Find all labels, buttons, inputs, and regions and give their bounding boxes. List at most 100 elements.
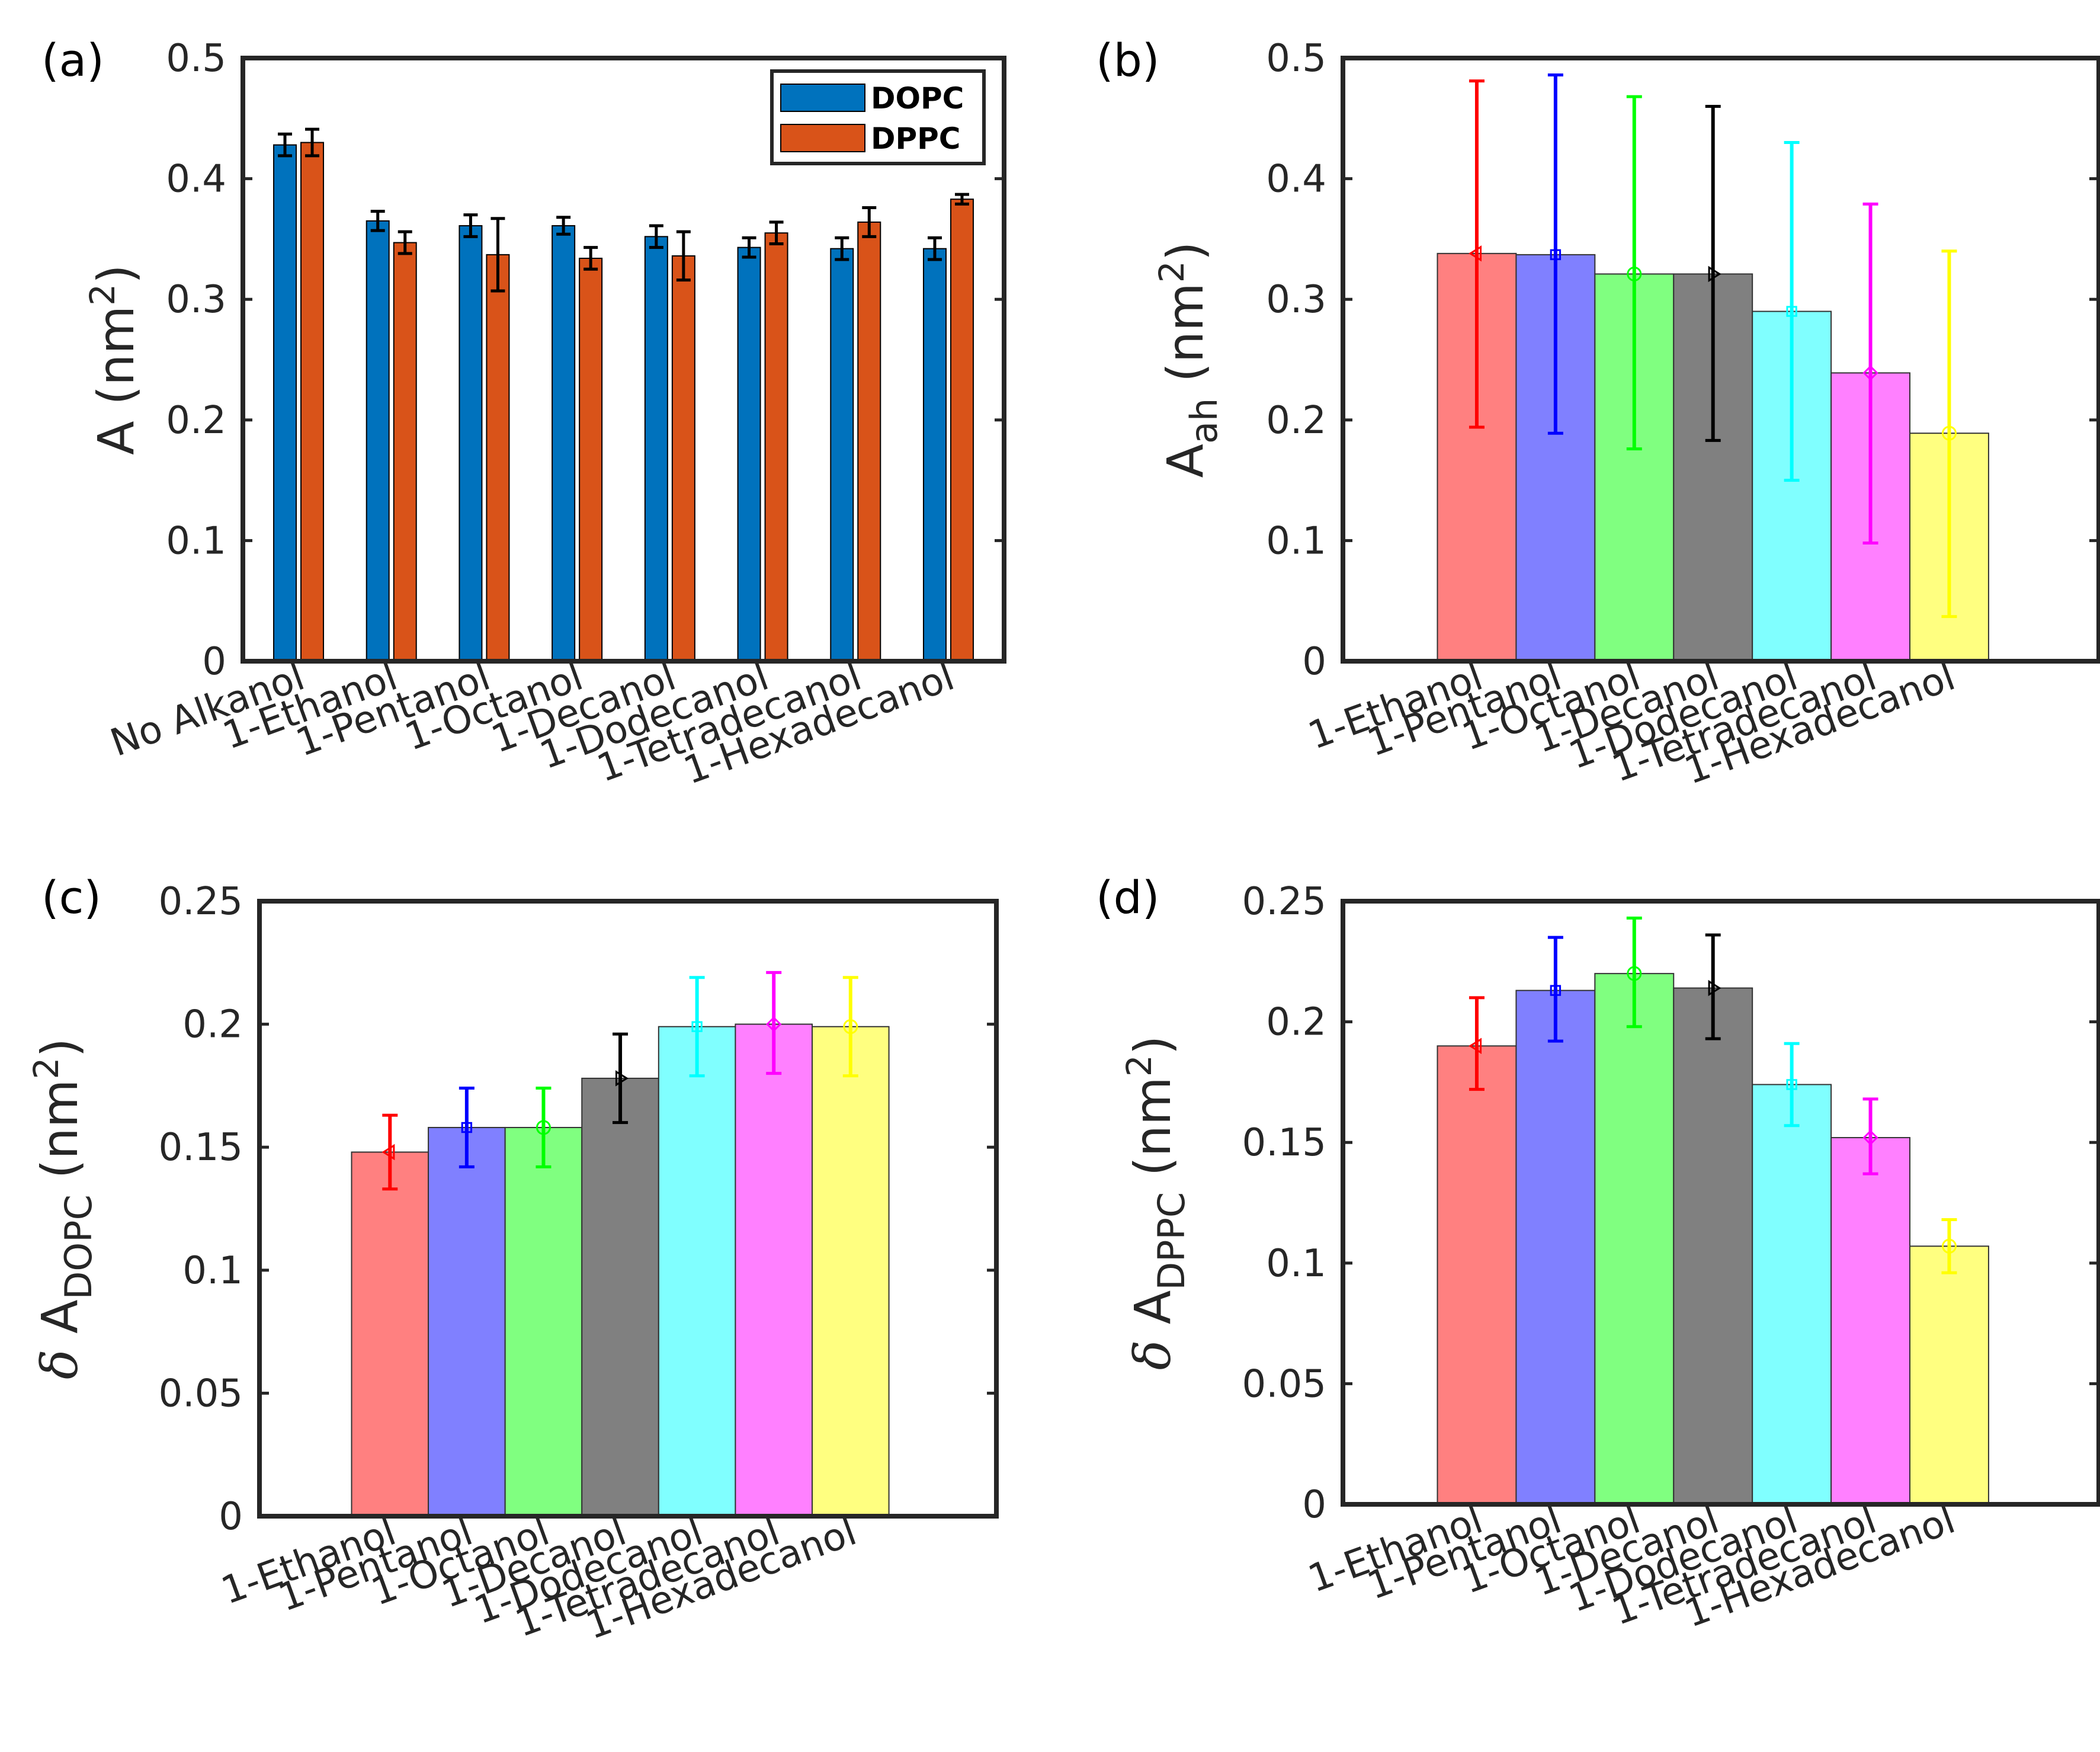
panel-d-axes-box — [1341, 899, 2100, 1507]
bar-dppc-1-pentanol — [486, 254, 510, 662]
panel-b-axes-box — [1341, 56, 2100, 664]
panel-d-bar-1-dodecanol — [1752, 1084, 1832, 1506]
panel-b-marker-1-decanol — [1708, 265, 1721, 283]
panel-b-marker-1-dodecanol — [1786, 306, 1797, 317]
bar-dopc-1-dodecanol — [737, 246, 761, 662]
bar-dopc-1-ethanol — [366, 220, 390, 662]
panel-d-marker-1-hexadecanol — [1941, 1238, 1957, 1254]
panel-a-legend: DOPC DPPC — [770, 69, 986, 165]
panel-c-axes-box — [257, 899, 999, 1519]
panel-c-y-axis-title: δ ADOPC (nm2) — [26, 1038, 100, 1379]
panel-c-marker-1-ethanol — [381, 1144, 395, 1161]
panel-a: (a) 00.10.20.30.40.5 No Alkanol1-Ethanol… — [41, 34, 1006, 793]
panel-b-marker-1-ethanol — [1469, 245, 1482, 262]
panel-c-bar-1-ethanol — [351, 1151, 429, 1517]
panel-d: (d) 00.050.10.150.20.25 1-Ethanol1-Penta… — [1096, 871, 2100, 1636]
panel-d-bars — [1437, 917, 1989, 1506]
panel-b-marker-1-hexadecanol — [1941, 425, 1957, 441]
panel-a-letter: (a) — [41, 34, 104, 87]
panel-b-y-ticks: 0 0.1 0.2 0.3 0.4 0.5 — [1266, 37, 2099, 684]
panel-c-marker-1-dodecanol — [691, 1021, 703, 1032]
panel-d-marker-1-pentanol — [1550, 985, 1562, 996]
bar-dppc-1-decanol — [671, 255, 695, 662]
panel-b-marker-1-pentanol — [1550, 249, 1562, 261]
panel-c-y-tick-label-0: 0 — [219, 1495, 243, 1539]
panel-d-y-tick-label-3: 0.15 — [1242, 1121, 1327, 1165]
panel-d-bar-1-hexadecanol — [1909, 1245, 1989, 1505]
panel-b-y-tick-label-2: 0.2 — [1266, 399, 1326, 443]
panel-c-letter: (c) — [41, 871, 101, 924]
panel-d-marker-1-ethanol — [1469, 1037, 1482, 1055]
bar-dopc-1-octanol — [552, 225, 576, 662]
bar-dppc-1-hexadecanol — [950, 198, 974, 662]
panel-d-y-tick-label-0: 0 — [1302, 1483, 1326, 1527]
panel-d-bar-1-ethanol — [1437, 1045, 1517, 1505]
panel-c-marker-1-pentanol — [461, 1122, 473, 1133]
panel-d-bar-1-octanol — [1594, 973, 1675, 1506]
panel-a-y-tick-label-0: 0 — [202, 640, 226, 684]
bar-dopc-1-hexadecanol — [922, 248, 947, 662]
panel-d-y-axis-title: δ ADPPC (nm2) — [1119, 1036, 1193, 1370]
bar-dopc-no-alkanol — [273, 144, 297, 662]
panel-d-marker-1-octanol — [1627, 966, 1642, 981]
bar-dppc-1-dodecanol — [764, 232, 788, 662]
panel-d-y-tick-label-4: 0.2 — [1266, 1001, 1326, 1045]
panel-b-y-tick-label-4: 0.4 — [1266, 158, 1326, 201]
panel-b-y-tick-label-3: 0.3 — [1266, 278, 1326, 322]
panel-d-marker-1-dodecanol — [1786, 1079, 1797, 1090]
panel-c-y-tick-label-2: 0.1 — [182, 1249, 243, 1293]
panel-c-y-ticks: 0 0.05 0.1 0.15 0.2 0.25 — [159, 880, 996, 1539]
panel-b-y-tick-label-0: 0 — [1302, 640, 1326, 684]
panel-c-marker-1-hexadecanol — [843, 1019, 858, 1034]
panel-d-y-tick-label-2: 0.1 — [1266, 1242, 1326, 1286]
bar-dppc-1-ethanol — [393, 242, 417, 662]
panel-a-y-tick-label-3: 0.3 — [166, 278, 226, 322]
panel-b-y-axis-title: Aah (nm2) — [1152, 242, 1226, 478]
panel-c-marker-1-decanol — [615, 1070, 629, 1087]
panel-d-y-tick-label-5: 0.25 — [1242, 880, 1327, 924]
legend-swatch-dppc — [780, 124, 865, 152]
bar-dopc-1-pentanol — [459, 225, 483, 662]
legend-label-dppc: DPPC — [871, 121, 961, 156]
panel-d-marker-1-decanol — [1708, 979, 1721, 997]
panel-b-marker-1-octanol — [1627, 266, 1642, 281]
panel-c-bar-1-hexadecanol — [812, 1026, 890, 1517]
panel-a-bars — [273, 127, 974, 662]
panel-c-bar-1-pentanol — [428, 1126, 506, 1517]
panel-a-y-tick-label-1: 0.1 — [166, 519, 226, 563]
panel-d-bar-1-pentanol — [1515, 989, 1596, 1505]
panel-d-y-tick-label-1: 0.05 — [1242, 1362, 1327, 1406]
legend-label-dopc: DOPC — [871, 81, 964, 116]
panel-d-bar-1-decanol — [1673, 987, 1753, 1506]
panel-c-y-tick-label-1: 0.05 — [159, 1372, 243, 1415]
panel-c-marker-1-tetradecanol — [766, 1016, 782, 1032]
panel-b-y-tick-label-1: 0.1 — [1266, 519, 1326, 563]
panel-d-y-ticks: 0 0.05 0.1 0.15 0.2 0.25 — [1242, 880, 2099, 1527]
panel-c-bar-1-tetradecanol — [735, 1023, 813, 1517]
panel-b-letter: (b) — [1096, 34, 1160, 87]
panel-a-y-axis-title: A (nm2) — [82, 264, 145, 455]
bar-dopc-1-tetradecanol — [830, 248, 854, 662]
panel-d-letter: (d) — [1096, 871, 1160, 924]
panel-c-y-tick-label-4: 0.2 — [182, 1003, 243, 1047]
panel-c-bars — [351, 971, 890, 1517]
panel-c-bar-1-decanol — [581, 1077, 659, 1517]
bar-dppc-no-alkanol — [300, 142, 325, 662]
panel-c-marker-1-octanol — [536, 1120, 551, 1135]
panel-a-y-tick-label-2: 0.2 — [166, 399, 226, 443]
panel-a-y-tick-label-4: 0.4 — [166, 158, 226, 201]
panel-c-bar-1-dodecanol — [658, 1026, 736, 1517]
panel-c-bar-1-octanol — [504, 1126, 583, 1517]
panel-c-y-tick-label-3: 0.15 — [159, 1126, 243, 1170]
panel-d-bar-1-tetradecanol — [1830, 1137, 1910, 1505]
bar-dppc-1-octanol — [579, 257, 603, 662]
panel-b-bars — [1437, 73, 1989, 662]
panel-c-y-tick-label-5: 0.25 — [159, 880, 243, 924]
bar-dopc-1-decanol — [644, 236, 668, 662]
legend-swatch-dopc — [780, 84, 865, 112]
panel-b-y-tick-label-5: 0.5 — [1266, 37, 1326, 81]
panel-b-marker-1-tetradecanol — [1862, 365, 1878, 381]
bar-dppc-1-tetradecanol — [857, 221, 881, 662]
panel-a-y-tick-label-5: 0.5 — [166, 37, 226, 81]
